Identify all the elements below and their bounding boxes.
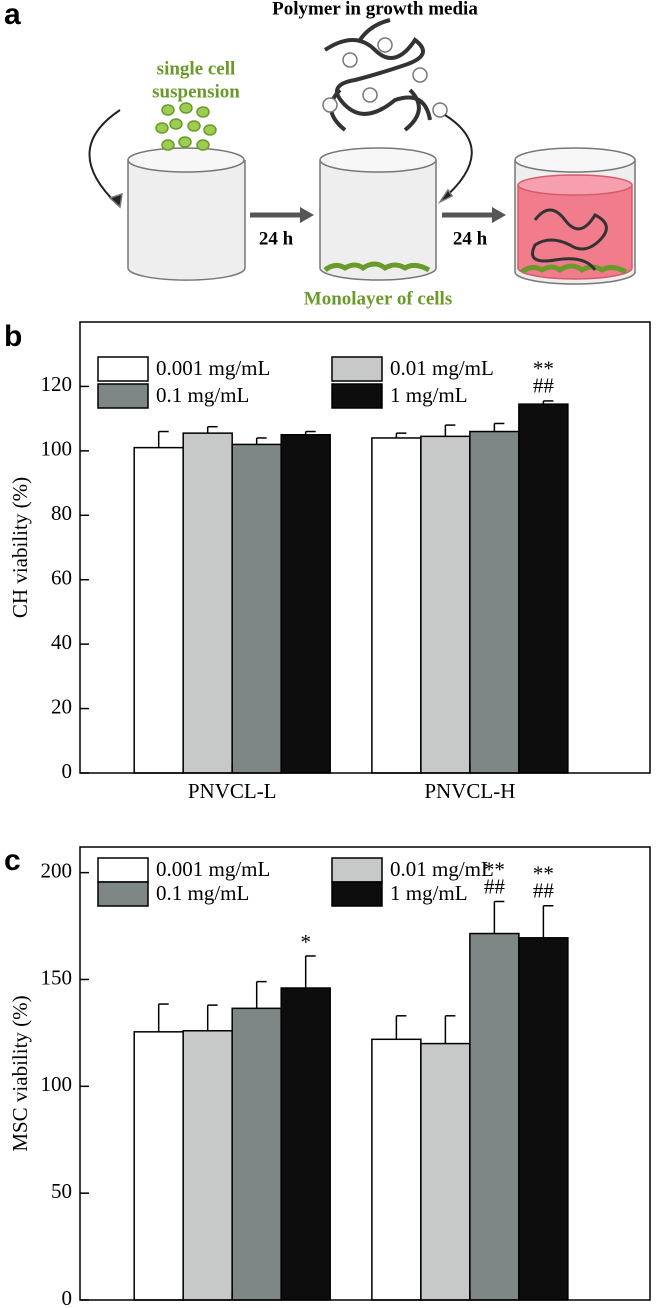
legend-swatch [97,857,149,883]
y-tick-label: 100 [41,1072,73,1096]
annotation: ## [533,879,555,903]
x-tick-label: PNVCL-H [424,1306,515,1308]
step-label: 24 h [453,228,488,249]
panel-label: a [4,0,21,31]
annotation: ** [484,857,505,881]
legend-swatch [97,356,149,382]
legend-label: 0.001 mg/mL [156,356,270,380]
annotation: ** [533,862,554,886]
bar [182,1030,233,1301]
y-tick-label: 40 [51,630,72,654]
cell-label: single cell [157,58,236,79]
legend-swatch [97,383,149,409]
bar [469,932,520,1301]
legend-swatch [331,881,383,907]
y-tick-label: 50 [51,1179,72,1203]
y-axis-label: CH viability (%) [8,477,32,618]
annotation: ## [533,374,555,398]
plot-frame [79,846,651,1301]
bar [280,987,331,1301]
legend-label: 0.1 mg/mL [156,383,249,407]
legend-swatch [331,857,383,883]
y-tick-label: 0 [62,1286,73,1308]
y-tick-label: 100 [41,437,73,461]
x-tick-label: PNVCL-L [188,1306,277,1308]
legend-label: 0.01 mg/mL [390,857,494,881]
bar [469,430,520,774]
y-tick-label: 0 [62,759,73,783]
y-axis-label: MSC viability (%) [8,995,32,1151]
bar [231,443,282,774]
diagram [88,18,636,285]
bar [231,1007,282,1301]
step-label: 24 h [259,228,294,249]
bar [371,437,422,774]
bar [420,1042,471,1301]
x-tick-label: PNVCL-H [424,779,515,803]
legend-label: 0.01 mg/mL [390,356,494,380]
annotation: ## [484,874,506,898]
bar [518,403,569,774]
legend-swatch [331,383,383,409]
panel-label: b [4,320,22,353]
y-tick-label: 200 [41,858,73,882]
annotation: ** [533,357,554,381]
y-tick-label: 60 [51,566,72,590]
bar [133,446,184,774]
diagram-title: Polymer in growth media [272,0,478,19]
legend-label: 1 mg/mL [390,383,468,407]
cell-label: suspension [152,81,240,102]
legend-label: 0.001 mg/mL [156,857,270,881]
legend-swatch [97,881,149,907]
plot-frame [79,321,651,774]
y-tick-label: 80 [51,501,72,525]
legend-label: 0.1 mg/mL [156,881,249,905]
y-tick-label: 20 [51,694,72,718]
panel-label: c [4,844,21,877]
y-tick-label: 120 [41,372,73,396]
bar [371,1038,422,1301]
x-tick-label: PNVCL-L [188,779,277,803]
bar [182,432,233,774]
bar [420,435,471,774]
legend-swatch [331,356,383,382]
legend-label: 1 mg/mL [390,881,468,905]
bar [518,937,569,1301]
bar [280,434,331,774]
bar [133,1031,184,1301]
annotation: * [300,930,311,954]
monolayer-label: Monolayer of cells [304,288,452,309]
y-tick-label: 150 [41,965,73,989]
